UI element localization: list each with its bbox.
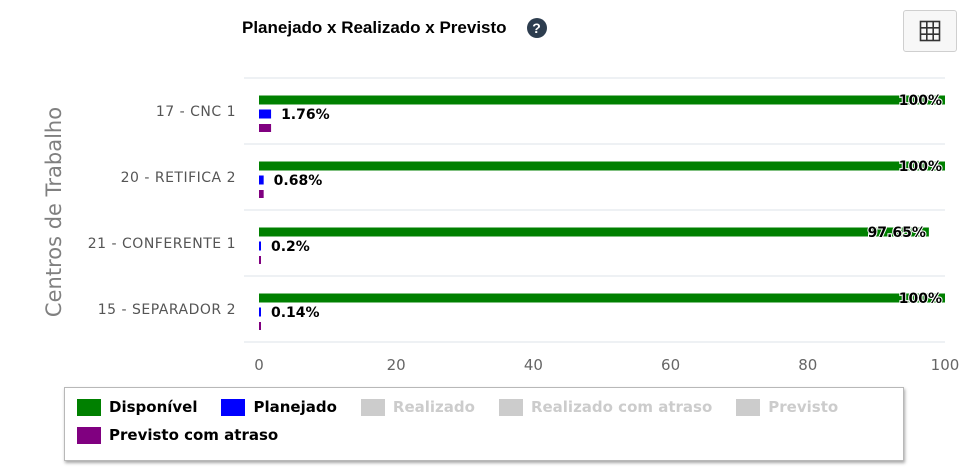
data-label: 97.65% (868, 225, 926, 241)
legend-label: Planejado (253, 398, 337, 416)
data-label: 0.68% (274, 173, 323, 189)
chart-header: Planejado x Realizado x Previsto ? (242, 18, 547, 38)
bar-planejado (259, 307, 261, 317)
data-label: 0.14% (271, 305, 320, 321)
legend-label: Disponível (109, 398, 198, 416)
legend-swatch (498, 398, 523, 416)
x-tick-label: 40 (524, 356, 543, 374)
bar-previsto-com-atraso (259, 322, 261, 330)
legend-item[interactable]: Disponível (77, 398, 197, 416)
category-label: 15 - SEPARADOR 2 (98, 302, 236, 318)
category-label: 17 - CNC 1 (156, 104, 236, 120)
chart-title: Planejado x Realizado x Previsto (242, 18, 507, 37)
legend-item[interactable]: Previsto com atraso (77, 426, 278, 444)
bar-planejado (259, 109, 272, 119)
legend-item[interactable]: Realizado (360, 398, 475, 416)
bar-chart: 0 20 40 60 80 100 Centros de Trabalho 17 - CNC … (42, 77, 960, 374)
table-grid-icon (919, 20, 941, 42)
data-label: 100% (899, 93, 942, 109)
legend-item[interactable]: Realizado com atraso (498, 398, 713, 416)
bar-previsto-com-atraso (259, 124, 272, 132)
legend-swatch (77, 398, 101, 416)
data-label: 1.76% (281, 107, 330, 123)
legend-row: Disponível Planejado Realizado Realizado co… (77, 398, 862, 416)
bar-planejado (259, 241, 261, 251)
x-tick-label: 100 (931, 356, 960, 374)
x-tick-label: 20 (387, 356, 406, 374)
x-tick-label: 80 (798, 356, 817, 374)
bar-dispon-vel (259, 161, 945, 171)
bar-dispon-vel (259, 293, 945, 303)
x-tick-label: 60 (661, 356, 680, 374)
legend-label: Previsto (768, 398, 839, 416)
bar-dispon-vel (259, 95, 945, 105)
legend-item[interactable]: Planejado (221, 398, 337, 416)
legend-swatch (77, 426, 101, 444)
legend-label: Previsto com atraso (109, 426, 279, 444)
bar-planejado (259, 175, 264, 185)
legend-label: Realizado (392, 398, 475, 416)
data-label: 0.2% (271, 239, 310, 255)
data-label: 100% (899, 291, 942, 307)
bar-previsto-com-atraso (259, 256, 261, 264)
category-label: 20 - RETIFICA 2 (121, 170, 236, 186)
y-axis-title: Centros de Trabalho (42, 107, 66, 317)
legend-swatch (736, 398, 761, 416)
help-icon[interactable]: ? (526, 18, 547, 38)
legend-row: Previsto com atraso (77, 426, 302, 444)
legend-label: Realizado com atraso (530, 398, 713, 416)
legend-item[interactable]: Previsto (736, 398, 838, 416)
bar-previsto-com-atraso (259, 190, 264, 198)
legend-swatch (221, 398, 246, 416)
category-label: 21 - CONFERENTE 1 (88, 236, 236, 252)
legend-swatch (360, 398, 385, 416)
table-view-button[interactable] (903, 10, 957, 52)
bar-dispon-vel (259, 227, 929, 237)
chart-legend: Disponível Planejado Realizado Realizado co… (64, 387, 904, 461)
x-tick-label: 0 (254, 356, 264, 374)
data-label: 100% (899, 159, 942, 175)
